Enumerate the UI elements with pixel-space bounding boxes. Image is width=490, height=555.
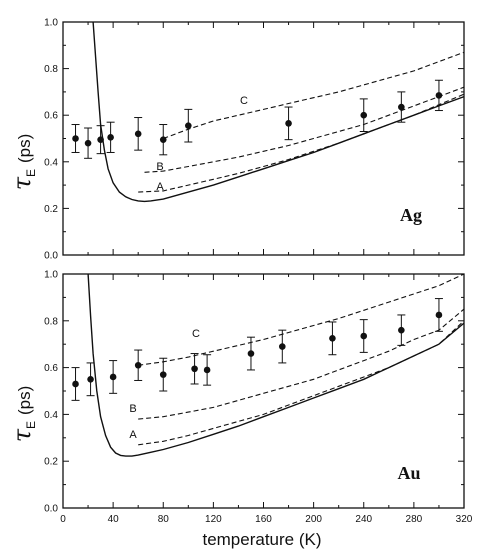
data-point [246, 336, 255, 371]
x-tick-label: 160 [255, 514, 272, 525]
data-marker [84, 139, 92, 147]
curve-label-a: A [129, 429, 137, 441]
panel-ag: 0.0 0.2 0.4 0.6 0.8 1.0 τE (ps) AB C Ag [8, 18, 465, 262]
panel-au: 0.0 0.2 0.4 0.6 0.8 1.0 0 40 80 120 160 200 240 280 32… [8, 270, 473, 526]
y-axis-symbol: τ [8, 428, 36, 442]
curves [92, 22, 464, 203]
curve-label-c: C [240, 95, 248, 107]
data-marker [435, 311, 443, 319]
data-point [328, 321, 337, 356]
y-tick-label: 0.0 [44, 251, 58, 262]
curve-label-c: C [192, 328, 200, 340]
x-tick-label: 40 [108, 514, 120, 525]
y-tick-label: 1.0 [44, 18, 58, 29]
curve-label-b: B [129, 403, 136, 415]
series-c-curve [163, 51, 464, 140]
series-solid-curve [87, 274, 464, 457]
series-c-curve [138, 274, 464, 366]
data-point [96, 125, 105, 155]
y-tick-label: 0.6 [44, 363, 58, 374]
data-point [159, 124, 168, 156]
data-point [159, 357, 168, 392]
y-axis-subscript: E [24, 169, 38, 177]
series-a-curve [138, 320, 464, 446]
x-tick-label: 240 [355, 514, 372, 525]
curve-label-b: B [156, 161, 163, 173]
data-marker [360, 332, 368, 340]
data-point [359, 98, 368, 133]
series-b-curve [144, 86, 464, 173]
series-b-curve [138, 308, 464, 420]
data-marker [285, 120, 292, 127]
x-axis-title: temperature (K) [202, 530, 321, 549]
x-tick-label: 320 [456, 514, 473, 525]
data-marker [159, 371, 167, 378]
y-tick-label: 1.0 [44, 270, 58, 281]
y-axis-unit: (ps) [15, 134, 34, 163]
data-point [134, 349, 143, 381]
y-axis-subscript: E [24, 421, 38, 429]
y-axis-title: τE (ps) [8, 386, 38, 443]
y-tick-label: 0.8 [44, 64, 58, 75]
data-marker [329, 335, 336, 342]
series-a-curve [138, 93, 464, 193]
data-point [71, 124, 80, 153]
data-point [203, 354, 212, 386]
data-marker [87, 376, 94, 383]
data-marker [247, 350, 255, 357]
data-point [284, 106, 293, 141]
curves [87, 274, 464, 457]
curve-label-a: A [156, 181, 164, 193]
data-marker [159, 136, 167, 143]
data-point [106, 121, 115, 153]
series-solid-curve [92, 22, 464, 203]
data-point [84, 127, 93, 159]
data-point [134, 117, 143, 151]
x-tick-label: 80 [158, 514, 170, 525]
x-tick-label: 200 [305, 514, 322, 525]
data-point [397, 314, 406, 346]
y-axis-unit: (ps) [15, 386, 34, 415]
data-marker [107, 134, 114, 141]
data-marker [97, 136, 104, 143]
panel-label: Au [397, 463, 420, 483]
data-marker [72, 135, 79, 142]
y-tick-label: 0.4 [44, 157, 58, 168]
y-axis-title: τE (ps) [8, 134, 38, 191]
y-tick-label: 0.0 [44, 504, 58, 515]
y-tick-label: 0.2 [44, 204, 58, 215]
x-tick-label: 280 [406, 514, 423, 525]
data-point [434, 298, 443, 332]
data-marker [72, 380, 79, 388]
data-marker [398, 103, 405, 111]
y-axis-symbol: τ [8, 176, 36, 190]
data-point [190, 353, 199, 385]
x-tick-label: 0 [60, 514, 66, 525]
data-point [86, 362, 95, 397]
data-marker [278, 343, 286, 350]
data-marker [109, 373, 117, 381]
data-marker [398, 326, 405, 334]
x-tick-label: 120 [205, 514, 222, 525]
data-marker [185, 122, 192, 129]
panel-label: Ag [400, 205, 422, 225]
data-marker [203, 366, 211, 374]
data-marker [191, 365, 198, 373]
y-tick-label: 0.8 [44, 316, 58, 327]
data-point [109, 360, 118, 394]
y-tick-label: 0.6 [44, 111, 58, 122]
data-point [71, 367, 80, 401]
data-point [434, 79, 443, 112]
y-tick-label: 0.2 [44, 457, 58, 468]
data-point [278, 329, 287, 364]
data-marker [134, 130, 142, 138]
data-marker [435, 92, 443, 99]
data-point [397, 91, 406, 123]
data-marker [360, 111, 368, 119]
data-point [359, 319, 368, 353]
y-tick-label: 0.4 [44, 410, 58, 421]
data-point [184, 108, 193, 143]
data-marker [134, 361, 142, 369]
